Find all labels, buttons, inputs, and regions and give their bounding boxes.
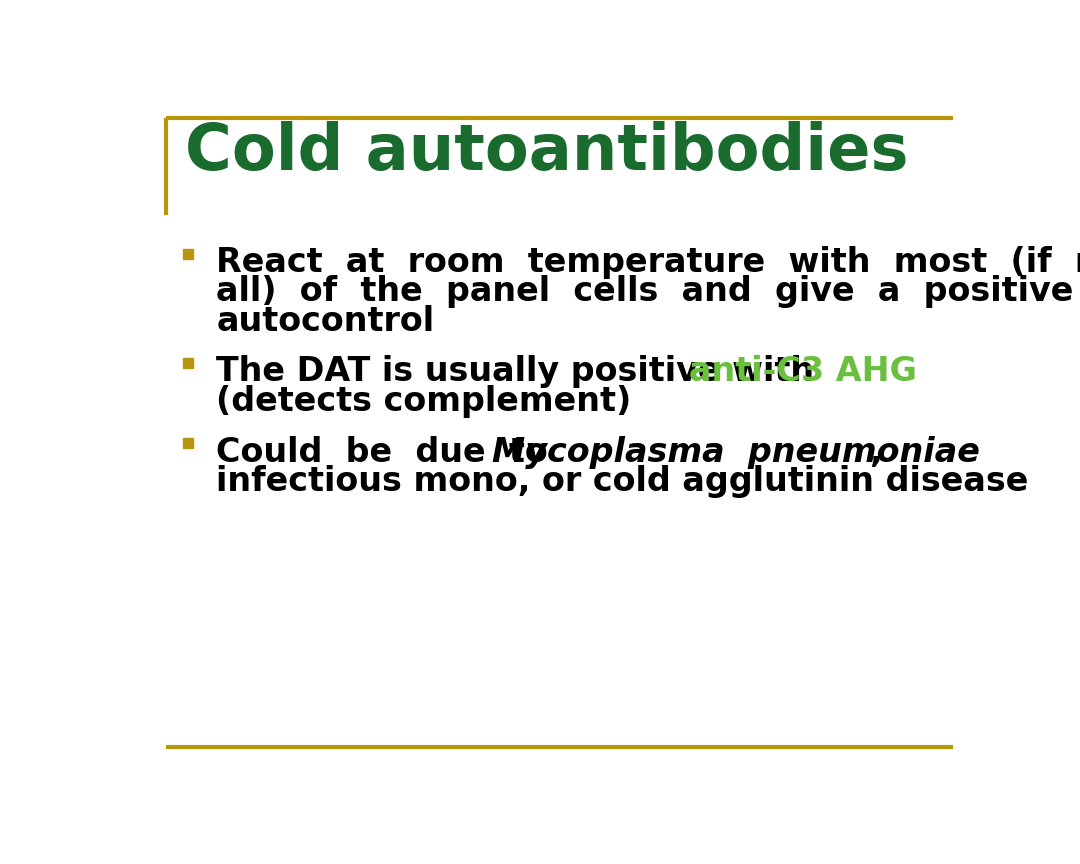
Bar [183,359,192,368]
Text: all)  of  the  panel  cells  and  give  a  positive: all) of the panel cells and give a posit… [216,276,1074,308]
Text: autocontrol: autocontrol [216,305,434,338]
Text: infectious mono, or cold agglutinin disease: infectious mono, or cold agglutinin dise… [216,465,1029,498]
Text: (detects complement): (detects complement) [216,384,632,417]
Text: The DAT is usually positive with: The DAT is usually positive with [216,355,826,389]
Bar [183,438,192,448]
Text: Could  be  due  to: Could be due to [216,435,571,468]
Bar [183,249,192,259]
Text: React  at  room  temperature  with  most  (if  not: React at room temperature with most (if … [216,246,1080,279]
Text: Cold autoantibodies: Cold autoantibodies [186,121,909,182]
Text: ,: , [869,435,882,468]
Text: Mycoplasma  pneumoniae: Mycoplasma pneumoniae [491,435,980,468]
Text: anti-C3 AHG: anti-C3 AHG [689,355,917,389]
